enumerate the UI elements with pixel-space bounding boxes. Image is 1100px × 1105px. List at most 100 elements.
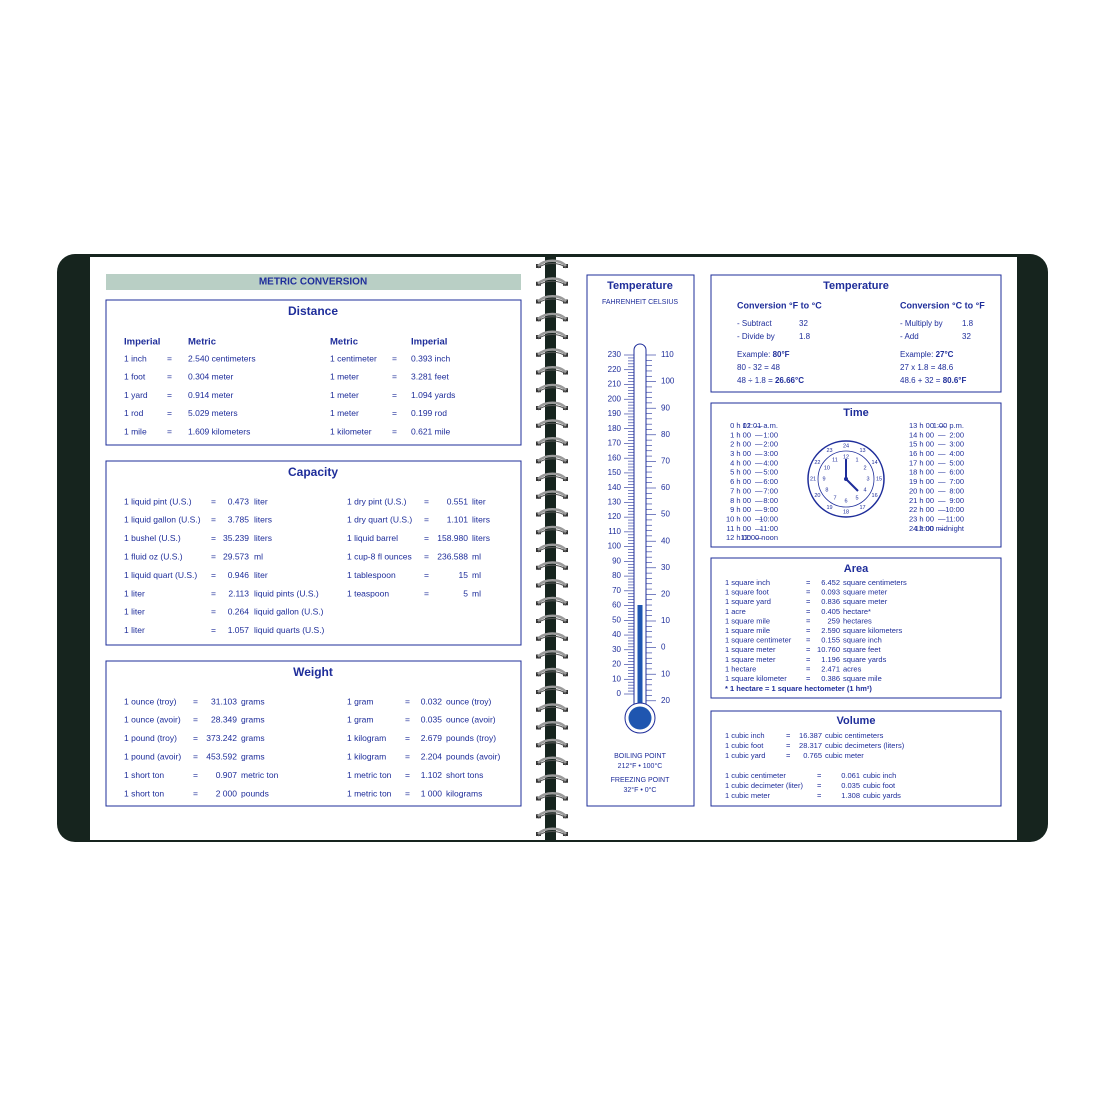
table-cell: 1 meter (330, 372, 359, 382)
table-cell: = (211, 515, 216, 525)
table-cell: = (806, 674, 811, 683)
spiral-ring (537, 454, 567, 463)
table-cell: 0.035 (841, 781, 860, 790)
table-cell: 1 centimeter (330, 353, 377, 363)
table-cell: = (405, 733, 410, 743)
table-cell: = (392, 426, 397, 436)
celsius-label: 40 (661, 536, 670, 545)
table-cell: — (938, 514, 946, 523)
table-cell: 373.242 (206, 733, 237, 743)
table-cell: 1 liquid gallon (U.S.) (124, 515, 201, 525)
heading: Conversion °C to °F (900, 300, 985, 310)
table-cell: 12 h 00 (726, 533, 751, 542)
table-cell: = (211, 588, 216, 598)
table-cell: = (167, 408, 172, 418)
table-cell: = (786, 731, 791, 740)
table-cell: 0.155 (821, 636, 840, 645)
section-title: Volume (837, 715, 876, 727)
table-cell: = (817, 791, 822, 800)
table-cell: 9:00 (763, 505, 778, 514)
table-cell: 1 metric ton (347, 770, 392, 780)
table-cell: 3.785 (228, 515, 250, 525)
example-line: 48 ÷ 1.8 = 26.66°C (737, 376, 804, 385)
spiral-ring (537, 579, 567, 587)
table-cell: cubic centimeters (825, 731, 884, 740)
spiral-ring (537, 525, 567, 534)
table-cell: cubic decimeters (liters) (825, 741, 905, 750)
column-header: Metric (188, 337, 216, 348)
table-cell: 0.386 (821, 674, 840, 683)
table-cell: 7:00 (949, 477, 964, 486)
table-cell: 0.264 (228, 607, 250, 617)
clock-outer-number: 15 (876, 476, 882, 482)
section-title: Area (844, 563, 869, 575)
table-cell: 1 cubic decimeter (liter) (725, 781, 803, 790)
table-cell: = (806, 645, 811, 654)
table-cell: = (424, 496, 429, 506)
table-cell: 1 cubic meter (725, 791, 771, 800)
table-cell: 15 (459, 570, 469, 580)
table-cell: = (193, 788, 198, 798)
spiral-ring (537, 596, 567, 605)
table-cell: 29.573 (223, 551, 249, 561)
section-title: Time (843, 407, 868, 419)
table-cell: square yards (843, 655, 887, 664)
step-value: 1.8 (962, 319, 974, 328)
table-cell: 1 dry pint (U.S.) (347, 496, 407, 506)
spiral-ring (537, 689, 567, 695)
step: - Subtract (737, 319, 772, 328)
example-line: 27 x 1.8 = 48.6 (900, 363, 954, 372)
table-cell: 6:00 (763, 477, 778, 486)
clock-inner-number: 3 (866, 476, 869, 482)
table-cell: = (405, 715, 410, 725)
table-cell: 24 h 00 (909, 524, 934, 533)
table-cell: 1 yard (124, 390, 148, 400)
clock-outer-number: 20 (814, 493, 820, 499)
spiral-ring (537, 387, 567, 393)
fahrenheit-label: 60 (612, 601, 621, 610)
clock-outer-number: 24 (843, 443, 849, 449)
table-cell: 1 pound (avoir) (124, 751, 181, 761)
table-cell: 11:00 (946, 514, 964, 523)
table-cell: 1 kilometer (330, 426, 372, 436)
clock-inner-number: 6 (844, 498, 847, 504)
step: - Divide by (737, 332, 775, 341)
spiral-ring (537, 369, 567, 375)
table-cell: — (938, 486, 946, 495)
spiral-ring (537, 472, 567, 480)
clock-inner-number: 12 (843, 454, 849, 460)
bulb (628, 706, 652, 730)
spiral-ring (537, 405, 567, 411)
table-cell: 2 000 (216, 788, 238, 798)
table-cell: 1 liquid barrel (347, 533, 398, 543)
table-cell: 2.590 (821, 626, 840, 635)
table-cell: 18 h 00 (909, 468, 934, 477)
table-cell: liters (254, 515, 272, 525)
spiral-ring (537, 618, 567, 624)
table-cell: 1.094 yards (411, 390, 455, 400)
column-header: Imperial (411, 337, 447, 348)
example-line: 48.6 + 32 = 80.6°F (900, 376, 966, 385)
section-box (105, 299, 522, 446)
table-cell: grams (241, 715, 265, 725)
step-value: 32 (799, 319, 808, 328)
spiral-ring (537, 348, 567, 356)
table-cell: = (211, 607, 216, 617)
celsius-label: 80 (661, 430, 670, 439)
fahrenheit-label: 200 (608, 394, 622, 403)
table-cell: 1 short ton (124, 770, 164, 780)
celsius-label: 70 (661, 457, 670, 466)
spiral-ring (537, 312, 567, 321)
table-cell: 1 square meter (725, 655, 776, 664)
table-cell: 1.102 (421, 770, 443, 780)
table-cell: pounds (avoir) (446, 751, 501, 761)
table-cell: — (755, 449, 763, 458)
table-cell: — (755, 514, 763, 523)
table-cell: square mile (843, 674, 882, 683)
table-cell: grams (241, 733, 265, 743)
table-cell: — (938, 430, 946, 439)
fahrenheit-label: 220 (608, 365, 622, 374)
table-cell: liters (254, 533, 272, 543)
clock-outer-number: 16 (872, 493, 878, 499)
table-cell: square centimeters (843, 578, 907, 587)
